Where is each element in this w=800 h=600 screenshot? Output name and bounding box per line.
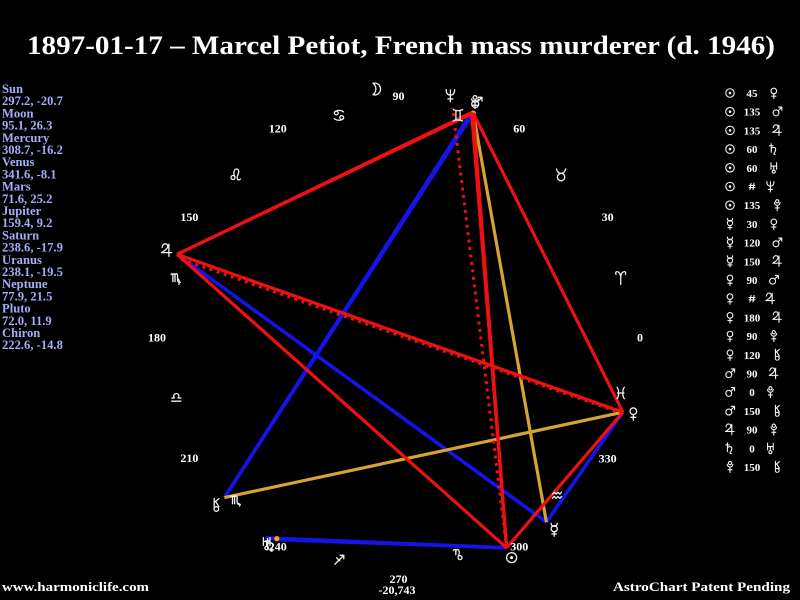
svg-text:90: 90: [747, 369, 759, 381]
svg-text:Mars: Mars: [2, 180, 31, 194]
svg-text:-20,743: -20,743: [379, 583, 416, 597]
svg-text:297.2, -20.7: 297.2, -20.7: [2, 94, 63, 108]
svg-text:0: 0: [637, 331, 643, 345]
svg-text:Sun: Sun: [2, 82, 23, 96]
svg-text:159.4, 9.2: 159.4, 9.2: [2, 216, 52, 230]
svg-text:240: 240: [269, 540, 287, 554]
svg-text:341.6, -8.1: 341.6, -8.1: [2, 167, 57, 181]
svg-text:95.1, 26.3: 95.1, 26.3: [2, 119, 52, 133]
svg-text:222.6, -14.8: 222.6, -14.8: [2, 338, 63, 352]
svg-text:135: 135: [744, 200, 761, 212]
svg-text:238.1, -19.5: 238.1, -19.5: [2, 265, 63, 279]
svg-text:30: 30: [602, 210, 614, 224]
svg-text:150: 150: [180, 210, 198, 224]
svg-text:270: 270: [390, 572, 408, 586]
svg-text:150: 150: [744, 406, 761, 418]
svg-text:Saturn: Saturn: [2, 228, 39, 242]
svg-text:Moon: Moon: [2, 106, 33, 120]
svg-text:0: 0: [749, 443, 755, 455]
svg-text:72.0, 11.9: 72.0, 11.9: [2, 314, 52, 328]
svg-text:Chiron: Chiron: [2, 326, 40, 340]
svg-text:180: 180: [744, 312, 761, 324]
svg-text:150: 150: [744, 256, 761, 268]
svg-text:60: 60: [747, 163, 759, 175]
svg-text:210: 210: [180, 451, 198, 465]
svg-text:120: 120: [744, 238, 761, 250]
svg-text:Jupiter: Jupiter: [2, 204, 42, 218]
svg-text:Venus: Venus: [2, 155, 35, 169]
svg-text:150: 150: [744, 462, 761, 474]
svg-text:Pluto: Pluto: [2, 302, 31, 316]
svg-text:135: 135: [744, 125, 761, 137]
svg-text:60: 60: [747, 144, 759, 156]
svg-text:Neptune: Neptune: [2, 277, 48, 291]
svg-text:77.9, 21.5: 77.9, 21.5: [2, 289, 52, 303]
svg-text:300: 300: [510, 540, 528, 554]
svg-text:1897-01-17 – Marcel Petiot, Fr: 1897-01-17 – Marcel Petiot, French mass …: [27, 31, 775, 60]
svg-text:45: 45: [747, 88, 759, 100]
svg-text:30: 30: [747, 219, 759, 231]
svg-text:308.7, -16.2: 308.7, -16.2: [2, 143, 63, 157]
svg-text:60: 60: [513, 121, 525, 135]
svg-text:135: 135: [744, 107, 761, 119]
svg-text:180: 180: [148, 331, 166, 345]
svg-text:90: 90: [393, 89, 405, 103]
svg-text:90: 90: [747, 331, 759, 343]
svg-text:120: 120: [744, 350, 761, 362]
svg-text:330: 330: [599, 451, 617, 465]
svg-text:90: 90: [747, 275, 759, 287]
svg-text:90: 90: [747, 425, 759, 437]
svg-text:238.6, -17.9: 238.6, -17.9: [2, 241, 63, 255]
svg-text:120: 120: [269, 121, 287, 135]
svg-text:0: 0: [749, 387, 755, 399]
svg-text:Mercury: Mercury: [2, 131, 50, 145]
svg-text:71.6, 25.2: 71.6, 25.2: [2, 192, 52, 206]
svg-text:www.harmoniclife.com: www.harmoniclife.com: [2, 579, 149, 594]
svg-text:AstroChart Patent Pending: AstroChart Patent Pending: [613, 579, 791, 594]
svg-text:Uranus: Uranus: [2, 253, 42, 267]
